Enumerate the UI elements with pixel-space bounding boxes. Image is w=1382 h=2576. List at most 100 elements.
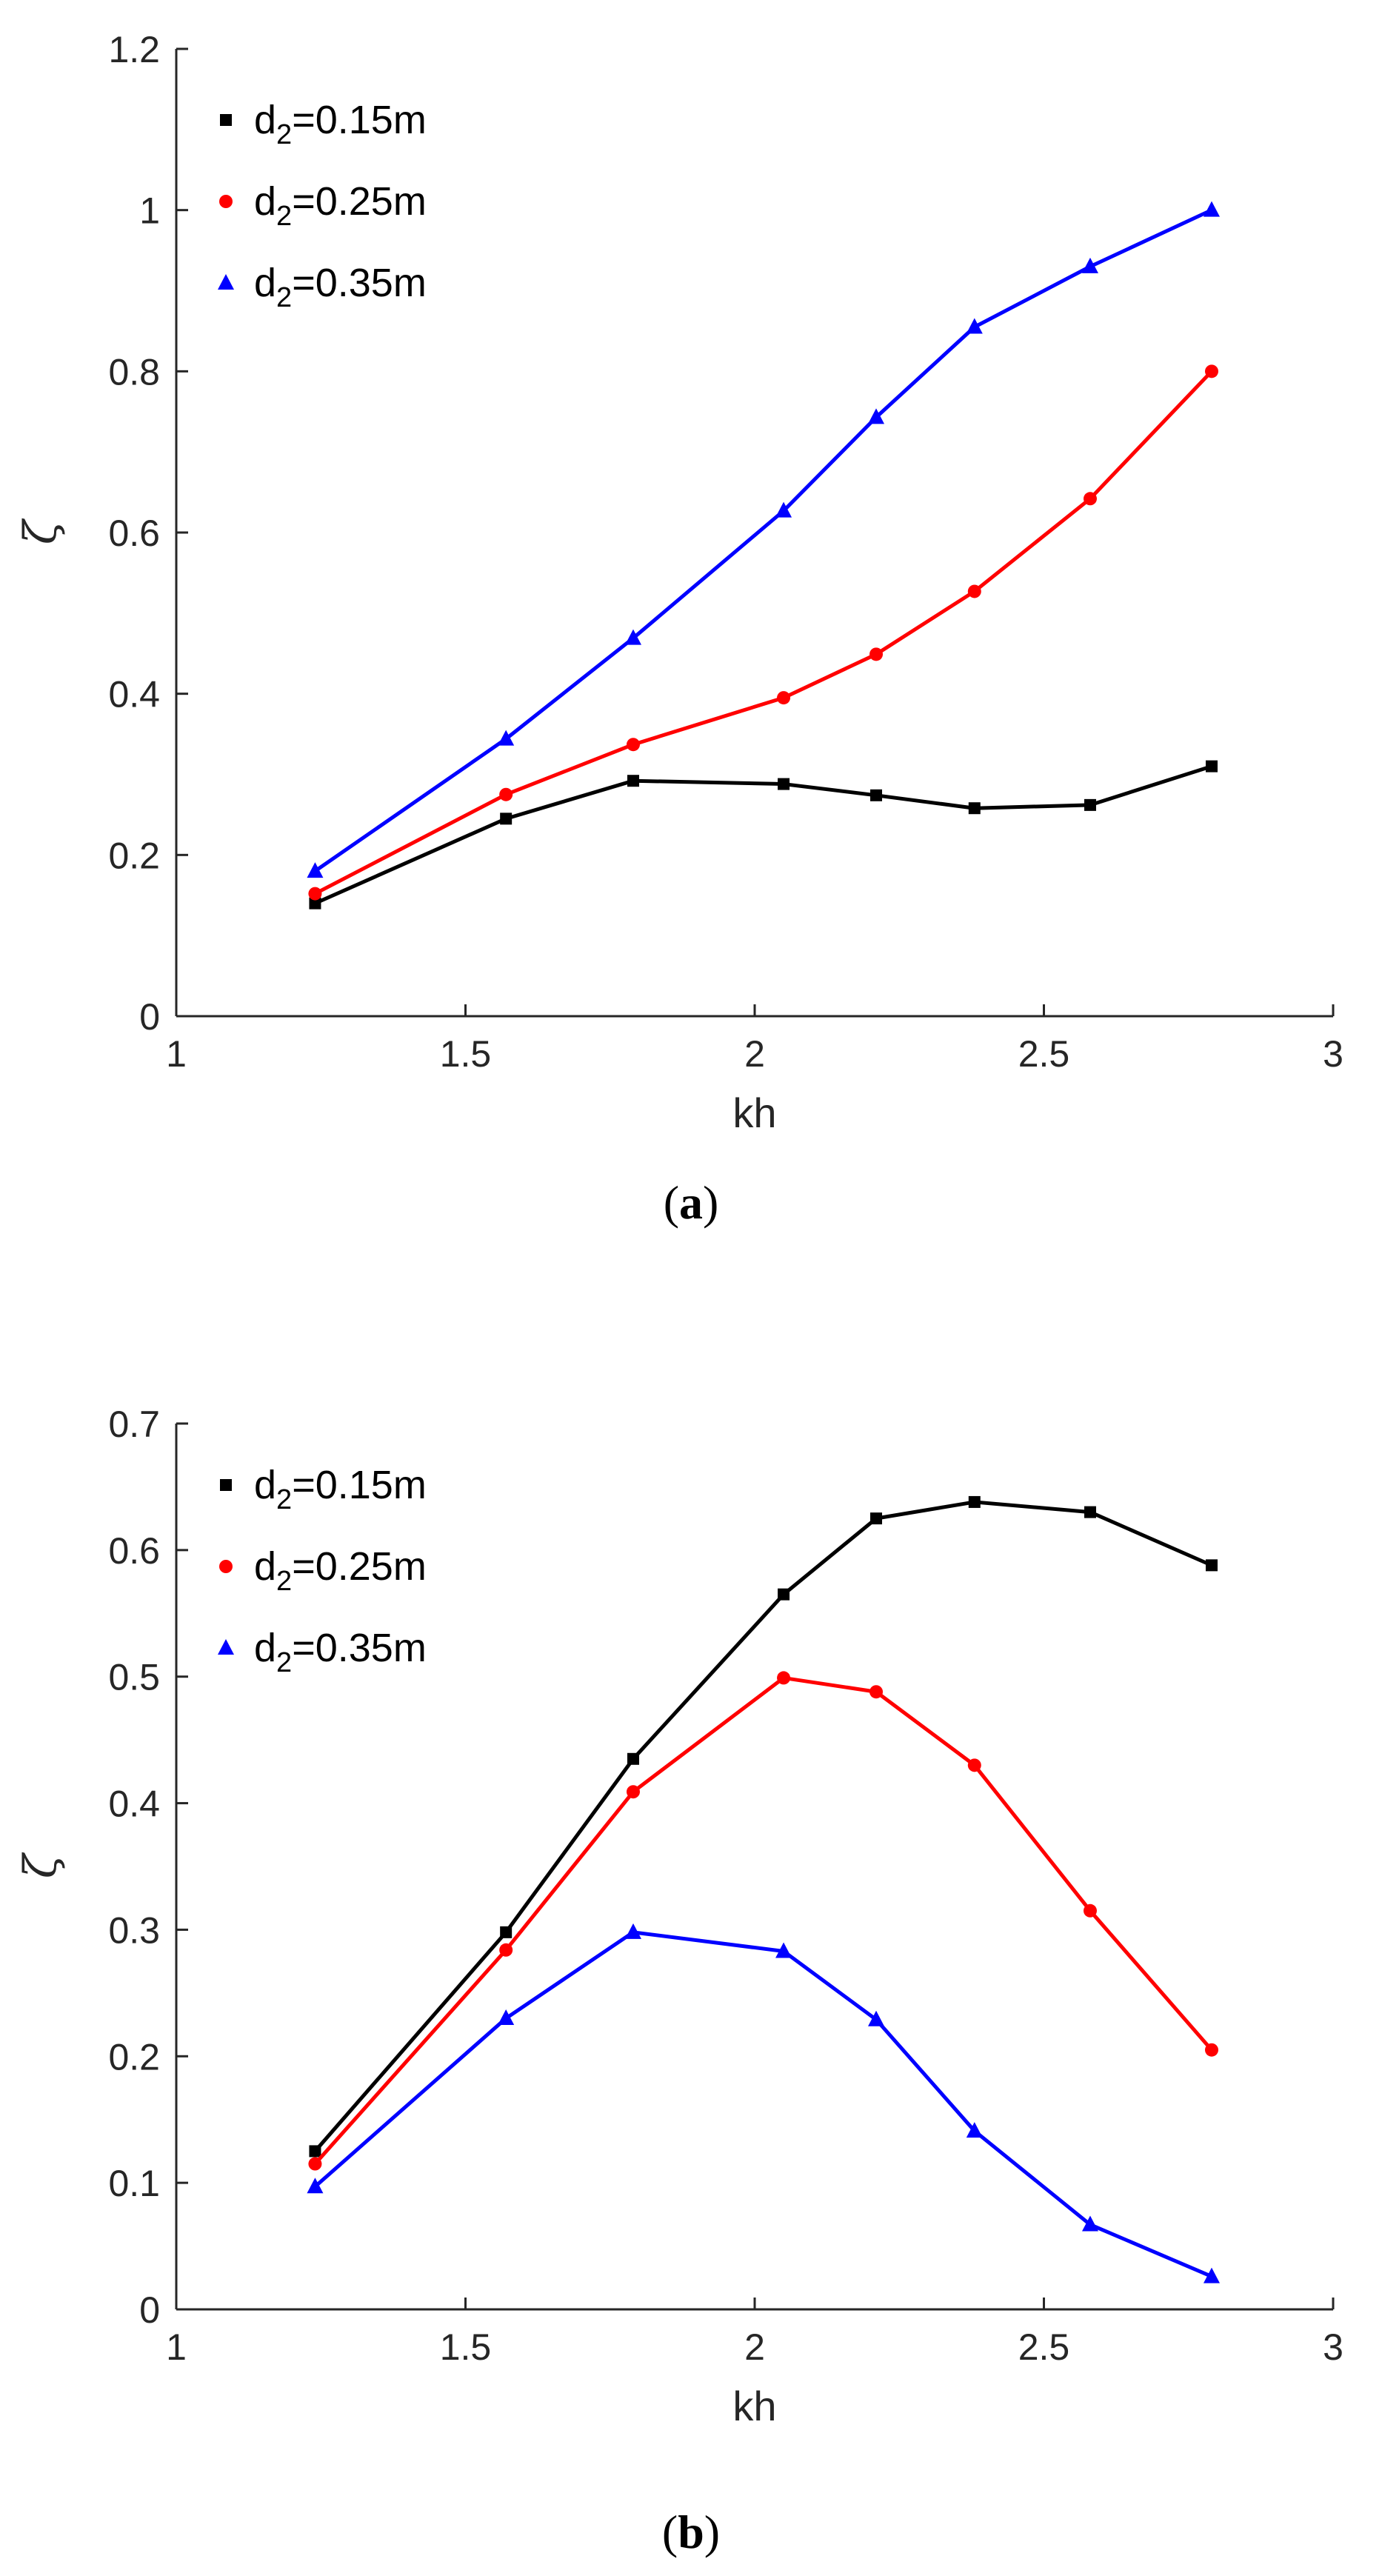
x-tick-label: 3: [1323, 1033, 1343, 1075]
legend-item: d2=0.25m: [219, 179, 427, 232]
legend: d2=0.15m d2=0.25m d2=0.35m: [218, 98, 427, 313]
panel-caption: (a): [664, 1176, 719, 1229]
legend-item: d2=0.15m: [220, 98, 427, 150]
x-tick-label: 2.5: [1018, 1033, 1070, 1075]
data-point: [624, 1923, 641, 1939]
data-point: [1084, 1506, 1096, 1518]
x-tick-label: 2: [744, 1033, 765, 1075]
y-tick-label: 0.4: [108, 1783, 160, 1825]
legend-label: d2=0.25m: [254, 1544, 427, 1597]
data-point: [869, 647, 884, 661]
x-axis-title: kh: [732, 1090, 776, 1136]
data-point: [870, 789, 883, 801]
data-point: [499, 1943, 513, 1957]
data-point: [967, 584, 981, 598]
data-point: [966, 318, 983, 334]
y-tick-label: 0.8: [108, 351, 160, 393]
data-point: [968, 1495, 981, 1508]
y-tick-label: 0.6: [108, 1530, 160, 1572]
y-tick-label: 0: [139, 996, 160, 1038]
series-triangle: [307, 1923, 1220, 2283]
y-tick-label: 0.6: [108, 513, 160, 554]
series-square: [309, 1495, 1218, 2158]
data-point: [869, 1685, 884, 1699]
legend-marker: [219, 195, 233, 208]
data-point: [775, 1942, 792, 1958]
data-point: [1203, 201, 1220, 217]
data-point: [966, 2122, 983, 2138]
series-line: [313, 1675, 1213, 2166]
legend-item: d2=0.35m: [218, 261, 427, 313]
data-point: [308, 887, 322, 901]
x-tick-label: 1.5: [440, 1033, 492, 1075]
legend-marker: [218, 1639, 234, 1655]
data-point: [778, 778, 790, 790]
y-axis-title: ζ: [15, 1852, 67, 1878]
data-point: [627, 775, 639, 787]
data-point: [307, 862, 324, 878]
legend: d2=0.15m d2=0.25m d2=0.35m: [218, 1463, 427, 1678]
data-point: [1204, 2043, 1218, 2057]
legend-marker: [220, 1479, 232, 1491]
data-point: [1204, 364, 1218, 378]
data-point: [626, 738, 640, 752]
data-point: [626, 1785, 640, 1799]
data-point: [1083, 492, 1097, 506]
y-tick-label: 1: [139, 190, 160, 232]
data-point: [499, 787, 513, 801]
data-point: [500, 812, 513, 825]
series-circle: [308, 364, 1218, 901]
data-point: [1081, 257, 1098, 273]
legend-label: d2=0.25m: [254, 179, 427, 232]
y-tick-label: 0.4: [108, 674, 160, 715]
x-tick-label: 3: [1323, 2326, 1343, 2368]
series-square: [309, 760, 1218, 910]
data-point: [967, 1758, 981, 1772]
x-tick-label: 1: [166, 2326, 187, 2368]
series-line: [313, 1500, 1212, 2153]
legend-marker: [220, 114, 232, 126]
legend-item: d2=0.15m: [220, 1463, 427, 1515]
data-point: [968, 802, 981, 815]
data-point: [1203, 2267, 1220, 2283]
y-tick-label: 0.2: [108, 2036, 160, 2078]
legend-item: d2=0.25m: [219, 1544, 427, 1597]
series-line: [314, 764, 1212, 905]
data-point: [308, 2157, 322, 2171]
y-tick-label: 0: [139, 2289, 160, 2331]
data-point: [1081, 2215, 1098, 2232]
data-point: [307, 2178, 324, 2194]
series-circle: [308, 1671, 1218, 2171]
legend-item: d2=0.35m: [218, 1626, 427, 1678]
data-point: [309, 897, 321, 910]
legend-label: d2=0.15m: [254, 98, 427, 150]
x-tick-label: 1.5: [440, 2326, 492, 2368]
data-point: [775, 501, 792, 518]
series-line: [313, 1930, 1212, 2278]
data-point: [777, 691, 791, 705]
data-point: [498, 730, 515, 746]
y-tick-label: 0.3: [108, 1909, 160, 1951]
y-tick-label: 0.7: [108, 1404, 160, 1445]
y-tick-label: 0.5: [108, 1657, 160, 1698]
y-tick-label: 0.2: [108, 835, 160, 876]
data-point: [870, 1512, 883, 1525]
data-point: [868, 2010, 885, 2026]
legend-label: d2=0.35m: [254, 1626, 427, 1678]
y-axis-title: ζ: [15, 518, 67, 544]
data-point: [498, 2009, 515, 2026]
data-point: [1083, 1903, 1097, 1918]
data-point: [1205, 1559, 1218, 1572]
legend-marker: [218, 274, 234, 290]
y-tick-label: 0.1: [108, 2163, 160, 2204]
x-tick-label: 2: [744, 2326, 765, 2368]
data-point: [500, 1926, 513, 1938]
data-point: [1205, 760, 1218, 773]
chart-panel-b: 1 1.5 2 2.5 3 0 0.1 0.2 0.3 0.4 0.5 0.6 0.7 kh ζ d2=0.1…: [15, 1404, 1343, 2558]
x-tick-label: 1: [166, 1033, 187, 1075]
legend-label: d2=0.35m: [254, 261, 427, 313]
chart-panel-a: 1 1.5 2 2.5 300.20.40.60.811.2khζd2=0.15md2=…: [15, 29, 1343, 1229]
x-tick-label: 2.5: [1018, 2326, 1070, 2368]
series-line: [314, 370, 1213, 895]
y-tick-label: 1.2: [108, 29, 160, 70]
